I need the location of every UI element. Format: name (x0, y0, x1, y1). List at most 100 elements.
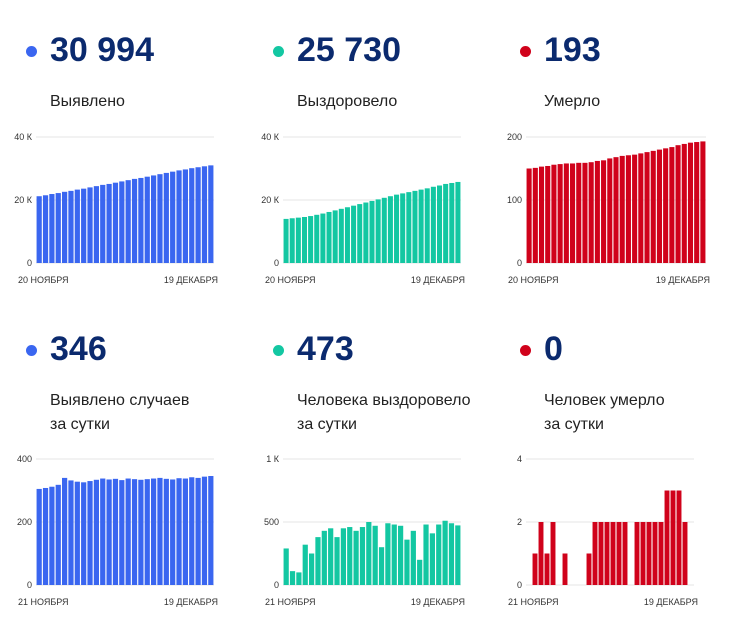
bar (62, 477, 68, 585)
bar (619, 155, 625, 263)
bar (598, 522, 604, 585)
x-start-label: 21 НОЯБРЯ (18, 597, 69, 607)
y-tick-label: 200 (507, 132, 522, 142)
bar (387, 196, 393, 263)
bar (545, 165, 551, 263)
stat-label-line: за сутки (50, 416, 110, 433)
bar (326, 211, 332, 263)
y-tick-label: 1 К (266, 454, 280, 464)
legend-dot-icon (26, 46, 37, 57)
bar (375, 199, 381, 263)
bar (328, 528, 334, 585)
stat-label: Выявлено случаев за сутки (50, 389, 260, 437)
y-tick-label: 500 (264, 517, 279, 527)
bar (366, 522, 372, 585)
stat-value: 193 (544, 31, 601, 69)
bar (398, 525, 404, 585)
bar (125, 180, 131, 263)
bar (622, 522, 628, 585)
bar (646, 522, 652, 585)
bar (283, 548, 289, 585)
stat-value: 25 730 (297, 31, 401, 69)
bar (131, 479, 138, 585)
bar (74, 481, 80, 585)
bar (49, 486, 55, 585)
bar (176, 478, 182, 585)
y-tick-label: 0 (27, 258, 32, 268)
bar (644, 152, 650, 263)
bar (632, 154, 638, 263)
x-end-label: 19 ДЕКАБРЯ (411, 597, 465, 607)
x-end-label: 19 ДЕКАБРЯ (164, 597, 218, 607)
bar (42, 487, 49, 585)
bar (369, 200, 375, 263)
bar (320, 213, 326, 263)
bar (404, 539, 410, 585)
bar (195, 167, 201, 263)
bar-chart: 0 20 К 40 К 20 НОЯБРЯ 19 ДЕКАБРЯ (259, 125, 473, 300)
bar (68, 480, 74, 585)
y-tick-label: 200 (17, 517, 32, 527)
bar (119, 181, 125, 263)
y-tick-label: 0 (27, 580, 32, 590)
bar (332, 210, 338, 263)
bar (357, 204, 363, 263)
y-tick-label: 0 (517, 258, 522, 268)
bar (586, 553, 592, 585)
bar (201, 476, 208, 585)
bar (125, 478, 131, 585)
bar (700, 141, 706, 263)
bar (448, 523, 455, 585)
x-start-label: 21 НОЯБРЯ (265, 597, 316, 607)
legend-dot-icon (520, 345, 531, 356)
bar (81, 482, 87, 585)
stat-label: Выздоровело (297, 90, 507, 114)
bar (301, 217, 307, 263)
bar (532, 553, 538, 585)
bar (663, 148, 669, 263)
bar (640, 522, 646, 585)
stat-label: Умерло (544, 90, 754, 114)
bar (138, 177, 144, 263)
bar-chart-svg: 0 100 200 20 НОЯБРЯ 19 ДЕКАБРЯ (507, 132, 710, 285)
stat-label-line: за сутки (544, 416, 604, 433)
bar (68, 190, 74, 263)
bar (170, 479, 176, 585)
bar (423, 524, 429, 585)
bar (49, 194, 55, 263)
bar (351, 205, 357, 263)
bar-chart: 0 2 4 21 НОЯБРЯ 19 ДЕКАБРЯ (506, 447, 720, 622)
bar (455, 525, 461, 585)
y-tick-label: 0 (274, 258, 279, 268)
bar (664, 490, 670, 585)
bar (112, 182, 119, 263)
y-tick-label: 0 (517, 580, 522, 590)
bar (189, 168, 195, 263)
bar (315, 537, 321, 585)
x-start-label: 20 НОЯБРЯ (508, 275, 559, 285)
bar (289, 218, 295, 263)
x-end-label: 19 ДЕКАБРЯ (411, 275, 465, 285)
bar (81, 188, 87, 263)
x-start-label: 20 НОЯБРЯ (18, 275, 69, 285)
bar (601, 160, 607, 263)
bar (391, 524, 397, 585)
bar (675, 145, 681, 263)
y-tick-label: 100 (507, 195, 522, 205)
bar (616, 522, 622, 585)
bar (302, 544, 308, 585)
bar (119, 480, 125, 585)
bar (385, 523, 391, 585)
y-tick-label: 40 К (14, 132, 33, 142)
stat-value: 473 (297, 330, 354, 368)
bar (296, 572, 302, 585)
bar (670, 490, 676, 585)
bar (604, 522, 610, 585)
bar (289, 571, 296, 585)
bar (442, 520, 448, 585)
bar-chart: 0 500 1 К 21 НОЯБРЯ 19 ДЕКАБРЯ (259, 447, 473, 622)
bar (437, 185, 443, 263)
x-end-label: 19 ДЕКАБРЯ (644, 597, 698, 607)
stat-label-line: Человека выздоровело (297, 392, 471, 409)
bar (144, 176, 150, 263)
